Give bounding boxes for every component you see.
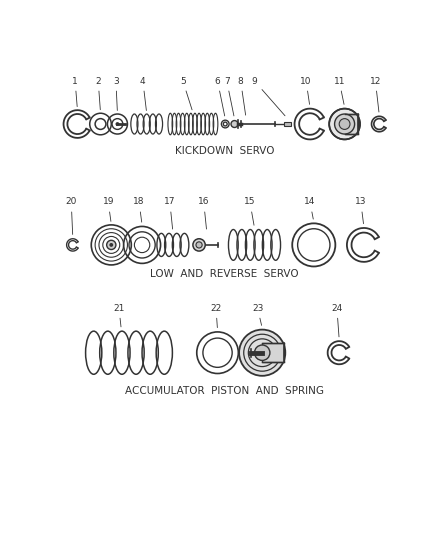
Circle shape (107, 240, 116, 249)
Text: LOW  AND  REVERSE  SERVO: LOW AND REVERSE SERVO (150, 269, 299, 279)
Bar (345, 114, 358, 134)
Circle shape (116, 122, 120, 126)
Text: 7: 7 (224, 77, 234, 116)
Text: 2: 2 (95, 77, 101, 110)
Text: 14: 14 (304, 197, 316, 219)
Circle shape (254, 345, 270, 360)
Text: 24: 24 (331, 304, 343, 337)
Text: 21: 21 (113, 304, 125, 327)
Text: 23: 23 (252, 304, 263, 325)
Circle shape (110, 243, 113, 247)
Text: 16: 16 (198, 197, 209, 229)
Text: 13: 13 (355, 197, 367, 224)
Circle shape (329, 109, 360, 140)
Text: KICKDOWN  SERVO: KICKDOWN SERVO (175, 146, 274, 156)
Text: 9: 9 (251, 77, 285, 116)
Text: 19: 19 (102, 197, 114, 221)
Circle shape (339, 119, 350, 130)
Text: 5: 5 (180, 77, 192, 110)
Text: 18: 18 (133, 197, 145, 222)
Bar (262, 343, 284, 362)
Text: 20: 20 (66, 197, 77, 235)
Text: 22: 22 (210, 304, 222, 328)
Circle shape (196, 242, 202, 248)
Text: 4: 4 (140, 77, 146, 110)
Circle shape (231, 120, 238, 127)
Text: 10: 10 (300, 77, 312, 104)
Circle shape (193, 239, 205, 251)
Circle shape (335, 114, 355, 134)
Text: 17: 17 (164, 197, 176, 229)
Text: 11: 11 (333, 77, 345, 104)
Bar (284, 122, 291, 126)
Text: 3: 3 (113, 77, 119, 110)
Text: 8: 8 (238, 77, 246, 115)
Text: 15: 15 (244, 197, 256, 225)
Text: ACCUMULATOR  PISTON  AND  SPRING: ACCUMULATOR PISTON AND SPRING (125, 386, 324, 396)
Text: 1: 1 (72, 77, 78, 107)
Text: 12: 12 (370, 77, 381, 112)
Circle shape (239, 329, 285, 376)
Text: 6: 6 (215, 77, 225, 116)
